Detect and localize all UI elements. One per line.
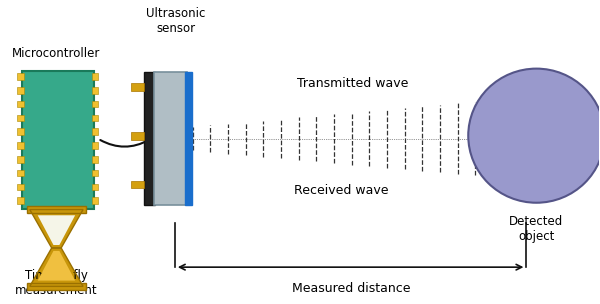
Bar	[92, 156, 98, 163]
Text: Measured distance: Measured distance	[292, 282, 410, 295]
Text: Detected
object: Detected object	[509, 215, 563, 243]
Text: Transmitted wave: Transmitted wave	[297, 78, 409, 91]
Bar	[131, 132, 144, 140]
Bar	[17, 73, 24, 80]
Bar	[131, 181, 144, 188]
Bar	[27, 283, 86, 290]
Bar	[17, 101, 24, 107]
Bar	[92, 73, 98, 80]
Bar	[27, 206, 86, 213]
Text: Ultrasonic
sensor: Ultrasonic sensor	[146, 7, 206, 35]
Bar	[17, 142, 24, 149]
Bar	[92, 170, 98, 176]
Bar	[17, 156, 24, 163]
Bar	[144, 72, 155, 205]
Bar	[92, 142, 98, 149]
Text: Microcontroller: Microcontroller	[12, 47, 101, 60]
Bar	[92, 101, 98, 107]
Text: Received wave: Received wave	[293, 184, 388, 197]
Bar	[185, 72, 192, 205]
Bar	[92, 184, 98, 190]
Bar	[17, 129, 24, 135]
Polygon shape	[30, 209, 83, 248]
Bar	[17, 184, 24, 190]
Bar	[17, 197, 24, 204]
Bar	[154, 72, 187, 205]
FancyBboxPatch shape	[22, 71, 94, 209]
Bar	[17, 115, 24, 121]
Polygon shape	[38, 215, 75, 245]
Text: Time to fly
measurement: Time to fly measurement	[15, 269, 98, 297]
Bar	[92, 115, 98, 121]
Polygon shape	[38, 251, 75, 281]
Bar	[92, 129, 98, 135]
Bar	[131, 83, 144, 91]
Bar	[17, 170, 24, 176]
Polygon shape	[30, 248, 83, 286]
Bar	[92, 87, 98, 94]
Ellipse shape	[468, 69, 600, 203]
Bar	[92, 197, 98, 204]
Bar	[17, 87, 24, 94]
